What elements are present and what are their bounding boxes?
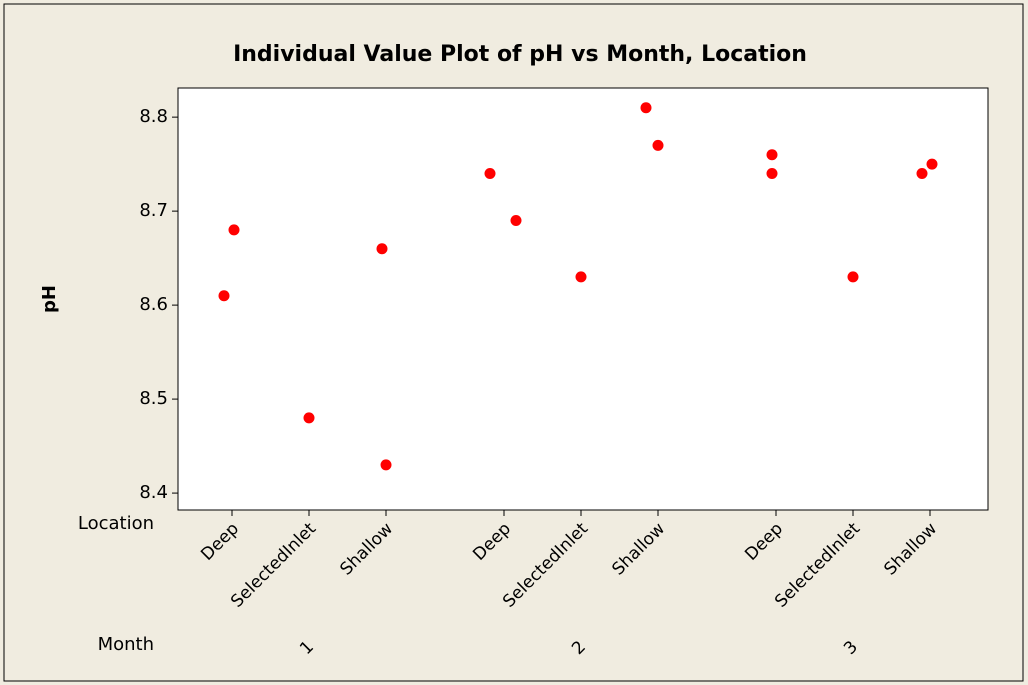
data-point: [228, 224, 240, 236]
y-tick-label: 8.5: [139, 388, 168, 409]
data-point: [847, 271, 859, 283]
plot-area: [177, 87, 989, 511]
y-tick-label: 8.7: [139, 200, 168, 221]
data-point: [766, 149, 778, 161]
location-label: Location: [78, 513, 154, 534]
data-point: [652, 139, 664, 151]
data-point: [484, 168, 496, 180]
data-point: [575, 271, 587, 283]
data-point: [916, 168, 928, 180]
data-point: [926, 158, 938, 170]
chart-title: Individual Value Plot of pH vs Month, Lo…: [233, 42, 807, 67]
month-label: Month: [98, 634, 154, 655]
data-point: [766, 168, 778, 180]
data-point: [218, 290, 230, 302]
data-point: [303, 412, 315, 424]
y-tick-label: 8.4: [139, 482, 168, 503]
y-tick-label: 8.6: [139, 294, 168, 315]
data-point: [376, 243, 388, 255]
data-point: [510, 215, 522, 227]
data-point: [640, 102, 652, 114]
y-axis-label: pH: [39, 285, 60, 313]
data-point: [380, 459, 392, 471]
y-tick-label: 8.8: [139, 106, 168, 127]
